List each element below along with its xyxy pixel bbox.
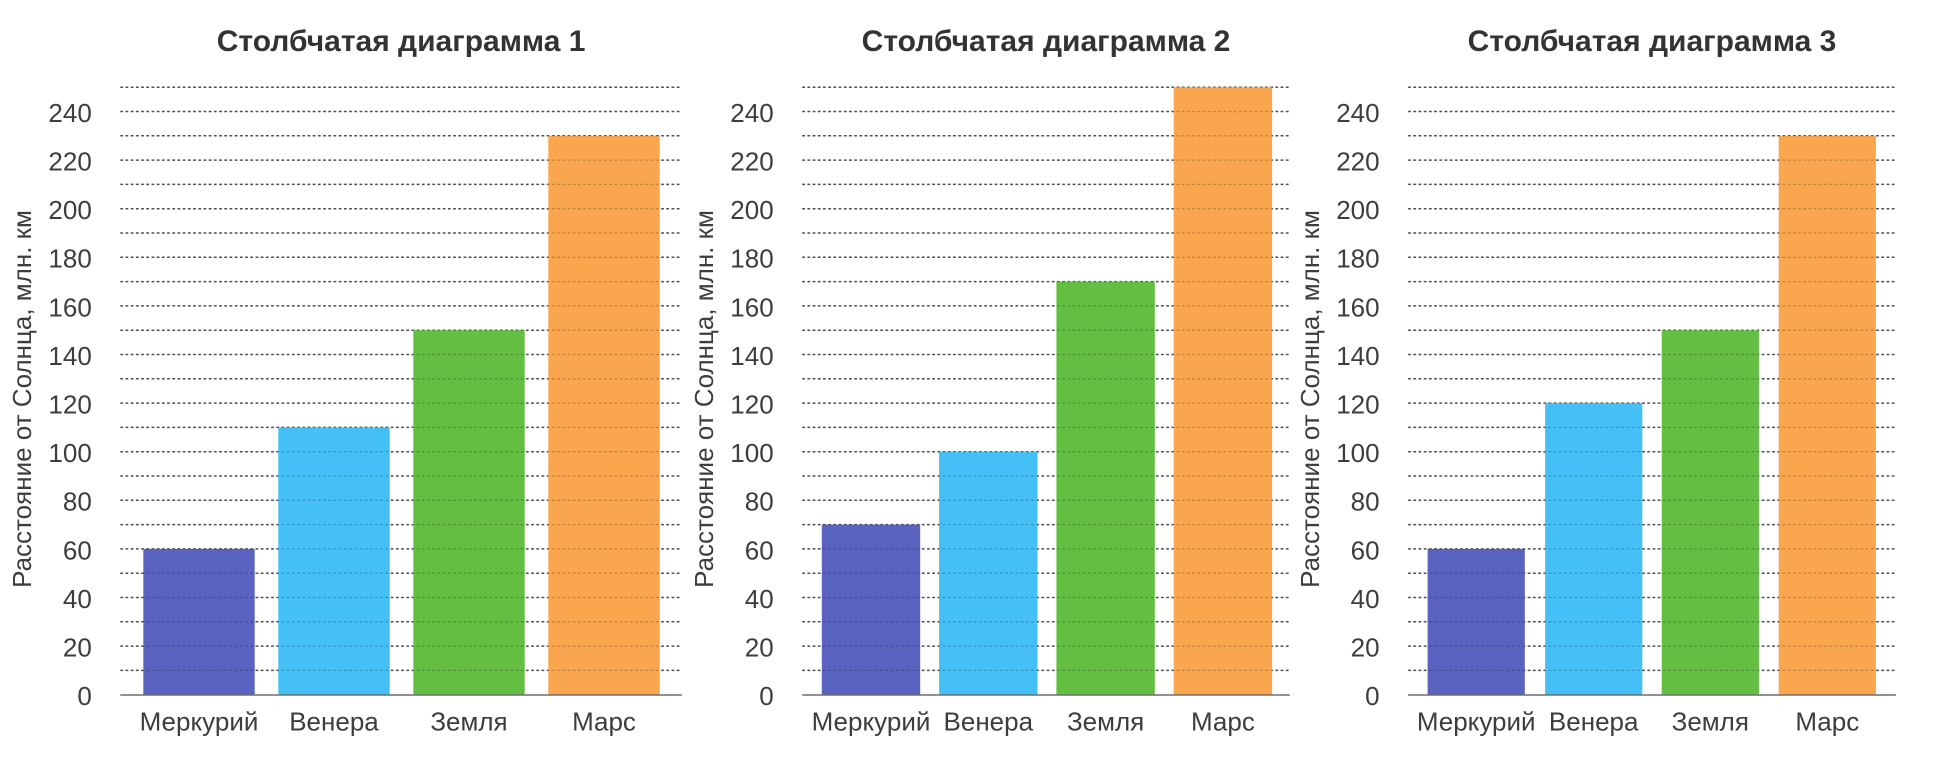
svg-text:140: 140 <box>48 341 91 371</box>
svg-text:100: 100 <box>1336 438 1379 468</box>
svg-text:80: 80 <box>63 487 92 517</box>
svg-text:240: 240 <box>48 98 91 128</box>
svg-text:Земля: Земля <box>1067 706 1144 736</box>
svg-text:100: 100 <box>48 438 91 468</box>
svg-text:240: 240 <box>1336 98 1379 128</box>
svg-text:Меркурий: Меркурий <box>812 706 931 736</box>
svg-text:220: 220 <box>1336 147 1379 177</box>
svg-text:180: 180 <box>1336 244 1379 274</box>
svg-text:180: 180 <box>48 244 91 274</box>
svg-text:Расстояние от Солнца, млн. км: Расстояние от Солнца, млн. км <box>7 210 37 588</box>
svg-text:40: 40 <box>63 584 92 614</box>
svg-text:Столбчатая диаграмма 1: Столбчатая диаграмма 1 <box>217 25 586 58</box>
svg-text:220: 220 <box>48 147 91 177</box>
svg-text:Венера: Венера <box>1549 706 1639 736</box>
svg-text:180: 180 <box>730 244 773 274</box>
svg-text:80: 80 <box>745 487 774 517</box>
svg-text:120: 120 <box>730 390 773 420</box>
svg-text:0: 0 <box>1365 681 1379 711</box>
svg-text:60: 60 <box>745 535 774 565</box>
svg-text:160: 160 <box>730 292 773 322</box>
svg-text:Марс: Марс <box>1795 706 1859 736</box>
svg-text:120: 120 <box>1336 390 1379 420</box>
svg-text:100: 100 <box>730 438 773 468</box>
svg-text:40: 40 <box>745 584 774 614</box>
svg-text:Марс: Марс <box>1191 706 1255 736</box>
svg-text:Земля: Земля <box>1672 706 1749 736</box>
svg-text:140: 140 <box>730 341 773 371</box>
svg-text:40: 40 <box>1351 584 1380 614</box>
svg-text:Меркурий: Меркурий <box>1417 706 1536 736</box>
svg-text:20: 20 <box>745 633 774 663</box>
svg-text:20: 20 <box>63 633 92 663</box>
svg-text:Меркурий: Меркурий <box>140 706 259 736</box>
svg-text:220: 220 <box>730 147 773 177</box>
svg-text:20: 20 <box>1351 633 1380 663</box>
svg-text:160: 160 <box>1336 292 1379 322</box>
svg-text:240: 240 <box>730 98 773 128</box>
svg-text:200: 200 <box>1336 195 1379 225</box>
svg-text:Столбчатая диаграмма 3: Столбчатая диаграмма 3 <box>1468 25 1837 58</box>
svg-text:Марс: Марс <box>572 706 636 736</box>
svg-text:200: 200 <box>48 195 91 225</box>
svg-text:140: 140 <box>1336 341 1379 371</box>
svg-text:Венера: Венера <box>944 706 1034 736</box>
svg-text:0: 0 <box>77 681 91 711</box>
svg-text:60: 60 <box>63 535 92 565</box>
svg-text:160: 160 <box>48 292 91 322</box>
svg-text:Земля: Земля <box>430 706 507 736</box>
svg-text:60: 60 <box>1351 535 1380 565</box>
svg-text:120: 120 <box>48 390 91 420</box>
svg-text:200: 200 <box>730 195 773 225</box>
svg-text:Расстояние от Солнца, млн. км: Расстояние от Солнца, млн. км <box>1295 210 1325 588</box>
svg-text:0: 0 <box>759 681 773 711</box>
svg-text:Венера: Венера <box>289 706 379 736</box>
svg-text:Расстояние от Солнца, млн. км: Расстояние от Солнца, млн. км <box>689 210 719 588</box>
svg-text:Столбчатая диаграмма 2: Столбчатая диаграмма 2 <box>862 25 1231 58</box>
svg-text:80: 80 <box>1351 487 1380 517</box>
